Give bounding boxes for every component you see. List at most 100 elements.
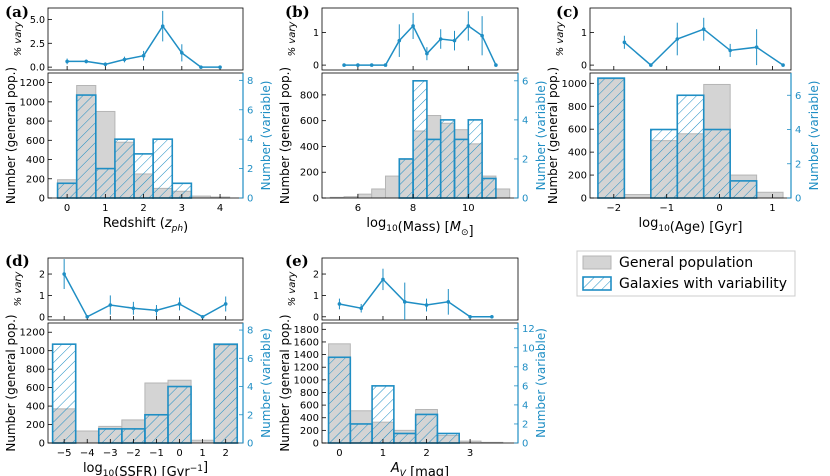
y-tick-label-left: 400 bbox=[26, 155, 45, 166]
x-tick-label: 0 bbox=[176, 448, 182, 459]
y-tick-label-left: 600 bbox=[300, 116, 319, 127]
variable-bar bbox=[114, 138, 135, 199]
vary-point bbox=[438, 37, 443, 41]
y-tick-label-top: 0.0 bbox=[30, 63, 45, 74]
x-axis-label-part: ph bbox=[171, 224, 184, 234]
y-axis-label-left: Number (general pop.) bbox=[278, 314, 292, 451]
x-tick-label: 2 bbox=[423, 448, 429, 459]
vary-point bbox=[62, 272, 66, 276]
x-axis-label: log10(SSFR) [Gyr−1] bbox=[83, 460, 208, 476]
y-axis-label-right: Number (variable) bbox=[807, 81, 821, 191]
y-tick-label-left: 1200 bbox=[20, 328, 45, 339]
vary-point bbox=[494, 63, 498, 67]
y-tick-label-right: 2 bbox=[522, 419, 528, 430]
vary-point bbox=[160, 24, 165, 28]
y-tick-label-left: 800 bbox=[26, 117, 45, 128]
x-axis-label-part: −1 bbox=[190, 464, 203, 474]
y-tick-label-left: 600 bbox=[26, 383, 45, 394]
legend-label-variable: Galaxies with variability bbox=[619, 276, 787, 292]
variable-bar bbox=[133, 153, 154, 199]
y-tick-label-left: 1800 bbox=[294, 325, 319, 336]
panel-label: (b) bbox=[285, 3, 310, 21]
y-tick-label-top: 1 bbox=[581, 28, 587, 39]
histogram bbox=[51, 343, 239, 444]
vary-point bbox=[84, 59, 89, 64]
general-bar bbox=[357, 193, 373, 199]
y-tick-label-right: 6 bbox=[247, 105, 253, 116]
x-axis-label-part: M bbox=[450, 220, 461, 235]
vary-point bbox=[200, 314, 205, 319]
vary-point bbox=[85, 314, 90, 319]
vary-point bbox=[468, 314, 472, 319]
general-bar bbox=[384, 175, 400, 199]
y-tick-label-right: 4 bbox=[522, 115, 528, 126]
y-tick-label-right: 0 bbox=[522, 194, 528, 205]
y-tick-label-right: 2 bbox=[247, 164, 253, 175]
x-tick-label: 1 bbox=[769, 203, 775, 214]
y-tick-label-left: 1600 bbox=[294, 337, 319, 348]
histogram bbox=[597, 77, 784, 199]
y-tick-label-top: 0 bbox=[581, 61, 587, 72]
vary-point bbox=[425, 51, 429, 56]
y-tick-label-left: 0 bbox=[39, 439, 45, 450]
x-tick-label: 0 bbox=[716, 203, 722, 214]
vary-series bbox=[622, 17, 785, 67]
x-axis-label-part: (Mass) [ bbox=[398, 220, 450, 235]
variable-bar bbox=[729, 180, 758, 199]
vary-point bbox=[397, 38, 402, 43]
y-axis-label-top: % vary bbox=[13, 271, 24, 307]
y-tick-label-top: 0 bbox=[313, 312, 319, 323]
vary-series bbox=[62, 259, 228, 319]
vary-point bbox=[728, 48, 732, 53]
y-tick-label-right: 0 bbox=[795, 194, 801, 205]
variable-bar bbox=[393, 432, 417, 444]
panel-label: (e) bbox=[285, 252, 309, 270]
vary-line bbox=[67, 24, 221, 68]
x-tick-label: 8 bbox=[410, 203, 416, 214]
y-tick-label-left: 200 bbox=[300, 426, 319, 437]
histogram bbox=[329, 80, 511, 199]
vary-line bbox=[344, 24, 497, 66]
variable-bar bbox=[650, 128, 679, 199]
variable-bar bbox=[412, 80, 428, 199]
variable-bar bbox=[426, 138, 442, 199]
variable-bar bbox=[371, 385, 395, 444]
vary-point bbox=[359, 306, 364, 311]
y-tick-label-left: 200 bbox=[300, 168, 319, 179]
vary-point bbox=[369, 63, 374, 67]
x-axis-label-part: 10 bbox=[658, 224, 670, 234]
y-tick-label-right: 6 bbox=[522, 381, 528, 392]
y-axis-label-right: Number (variable) bbox=[534, 328, 548, 438]
vary-point bbox=[337, 302, 342, 306]
vary-point bbox=[754, 45, 759, 49]
y-tick-label-left: 1000 bbox=[20, 346, 45, 357]
y-tick-label-left: 0 bbox=[313, 194, 319, 205]
top-frame bbox=[47, 257, 244, 321]
x-axis-label-part: (SSFR) [Gyr bbox=[114, 465, 190, 476]
y-tick-label-left: 200 bbox=[26, 174, 45, 185]
variable-bar bbox=[702, 128, 731, 199]
vary-point bbox=[622, 40, 627, 45]
x-tick-label: −5 bbox=[57, 448, 72, 459]
x-tick-label: 3 bbox=[467, 448, 473, 459]
y-tick-label-right: 4 bbox=[247, 382, 253, 393]
y-tick-label-right: 6 bbox=[247, 354, 253, 365]
x-tick-label: −1 bbox=[659, 203, 674, 214]
y-tick-label-right: 8 bbox=[522, 362, 528, 373]
vary-point bbox=[218, 65, 222, 69]
x-axis-label-part: [mag] bbox=[406, 465, 449, 476]
y-tick-label-left: 1200 bbox=[20, 78, 45, 89]
x-axis-label-part: ] bbox=[203, 460, 208, 475]
x-tick-label: −1 bbox=[149, 448, 164, 459]
y-tick-label-left: 200 bbox=[568, 171, 587, 182]
x-axis-label-part: log bbox=[366, 216, 386, 231]
x-tick-label: −2 bbox=[126, 448, 141, 459]
x-axis-label-part: V bbox=[400, 469, 407, 476]
vary-point bbox=[424, 303, 429, 307]
x-axis-label-part: log bbox=[83, 461, 103, 476]
general-bar bbox=[495, 188, 511, 199]
x-axis-label: log10(Age) [Gyr] bbox=[639, 216, 743, 235]
vary-point bbox=[141, 53, 146, 58]
